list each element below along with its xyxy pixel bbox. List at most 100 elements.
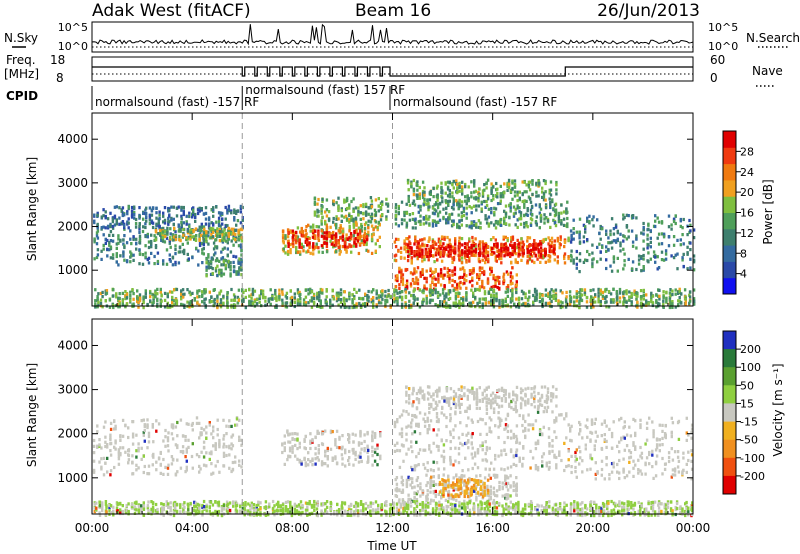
echo-cell <box>312 225 315 229</box>
echo-cell <box>495 259 498 263</box>
echo-cell <box>339 305 343 309</box>
echo-cell <box>627 235 630 239</box>
echo-cell <box>314 435 317 440</box>
echo-cell <box>470 221 473 225</box>
echo-cell <box>240 262 243 266</box>
echo-cell <box>118 222 121 226</box>
echo-cell <box>339 235 342 240</box>
echo-cell <box>235 209 238 214</box>
echo-cell <box>474 197 478 201</box>
echo-cell <box>599 292 602 296</box>
echo-cell <box>563 245 566 249</box>
echo-cell <box>164 428 167 433</box>
echo-cell <box>444 199 447 203</box>
echo-cell <box>222 437 225 441</box>
echo-cell <box>332 220 335 224</box>
echo-cell <box>506 272 510 276</box>
echo-cell <box>231 433 235 437</box>
echo-cell <box>308 241 311 245</box>
echo-cell <box>143 423 146 427</box>
echo-cell <box>148 218 152 222</box>
echo-cell <box>181 445 185 449</box>
echo-cell <box>202 252 205 256</box>
echo-cell <box>199 467 202 471</box>
echo-cell <box>350 250 353 254</box>
echo-cell <box>325 198 329 202</box>
echo-cell <box>355 228 358 232</box>
echo-cell <box>423 186 426 190</box>
echo-cell <box>439 283 443 287</box>
echo-cell <box>119 452 122 456</box>
echo-cell <box>453 286 457 290</box>
echo-cell <box>509 271 513 275</box>
echo-cell <box>360 225 363 229</box>
echo-cell <box>304 228 307 232</box>
echo-cell <box>171 295 174 299</box>
echo-cell <box>674 253 677 257</box>
echo-cell <box>230 227 233 231</box>
echo-cell <box>449 245 452 249</box>
echo-cell <box>223 236 226 240</box>
echo-cell <box>526 261 529 265</box>
echo-cell <box>374 225 377 229</box>
echo-cell <box>544 206 548 210</box>
echo-cell <box>592 215 595 219</box>
echo-cell <box>453 268 457 272</box>
echo-cell <box>367 219 370 223</box>
echo-cell <box>472 269 475 273</box>
echo-cell <box>156 298 159 303</box>
echo-cell <box>292 238 295 242</box>
echo-cell <box>212 444 215 448</box>
echo-cell <box>521 180 524 184</box>
echo-cell <box>413 254 416 258</box>
echo-cell <box>484 214 487 218</box>
echo-cell <box>499 220 502 224</box>
echo-cell <box>135 455 138 459</box>
echo-cell <box>447 297 450 301</box>
echo-cell <box>221 236 224 240</box>
echo-cell <box>461 267 465 271</box>
echo-cell <box>130 252 133 256</box>
echo-cell <box>437 246 441 251</box>
echo-cell <box>314 457 317 461</box>
echo-cell <box>517 305 521 309</box>
echo-cell <box>207 234 210 238</box>
echo-cell <box>477 199 480 203</box>
echo-cell <box>428 238 431 242</box>
echo-cell <box>681 256 684 260</box>
echo-cell <box>515 273 518 277</box>
echo-cell <box>646 246 649 250</box>
echo-cell <box>205 268 208 272</box>
echo-cell <box>118 305 121 309</box>
echo-cell <box>468 225 471 229</box>
echo-cell <box>612 232 616 236</box>
nave-label: Nave <box>752 64 783 78</box>
echo-cell <box>100 215 103 219</box>
echo-cell <box>580 293 584 297</box>
echo-cell <box>487 257 490 261</box>
echo-cell <box>522 251 525 255</box>
echo-cell <box>474 189 478 193</box>
nave-tick-top: 60 <box>710 53 725 67</box>
echo-cell <box>609 298 613 302</box>
echo-cell <box>452 186 455 190</box>
echo-cell <box>513 249 516 253</box>
echo-cell <box>447 203 450 207</box>
echo-cell <box>214 266 218 270</box>
echo-cell <box>313 213 317 217</box>
echo-cell <box>549 193 553 197</box>
echo-cell <box>656 255 659 259</box>
echo-cell <box>111 217 115 221</box>
echo-cell <box>370 297 373 301</box>
echo-cell <box>439 254 442 259</box>
echo-cell <box>381 289 384 293</box>
echo-cell <box>289 247 292 252</box>
echo-cell <box>356 234 360 238</box>
echo-cell <box>451 260 454 264</box>
echo-cell <box>138 225 141 229</box>
echo-cell <box>597 300 600 304</box>
echo-cell <box>451 183 454 187</box>
echo-cell <box>119 438 122 442</box>
echo-cell <box>189 237 192 241</box>
echo-cell <box>456 283 459 287</box>
